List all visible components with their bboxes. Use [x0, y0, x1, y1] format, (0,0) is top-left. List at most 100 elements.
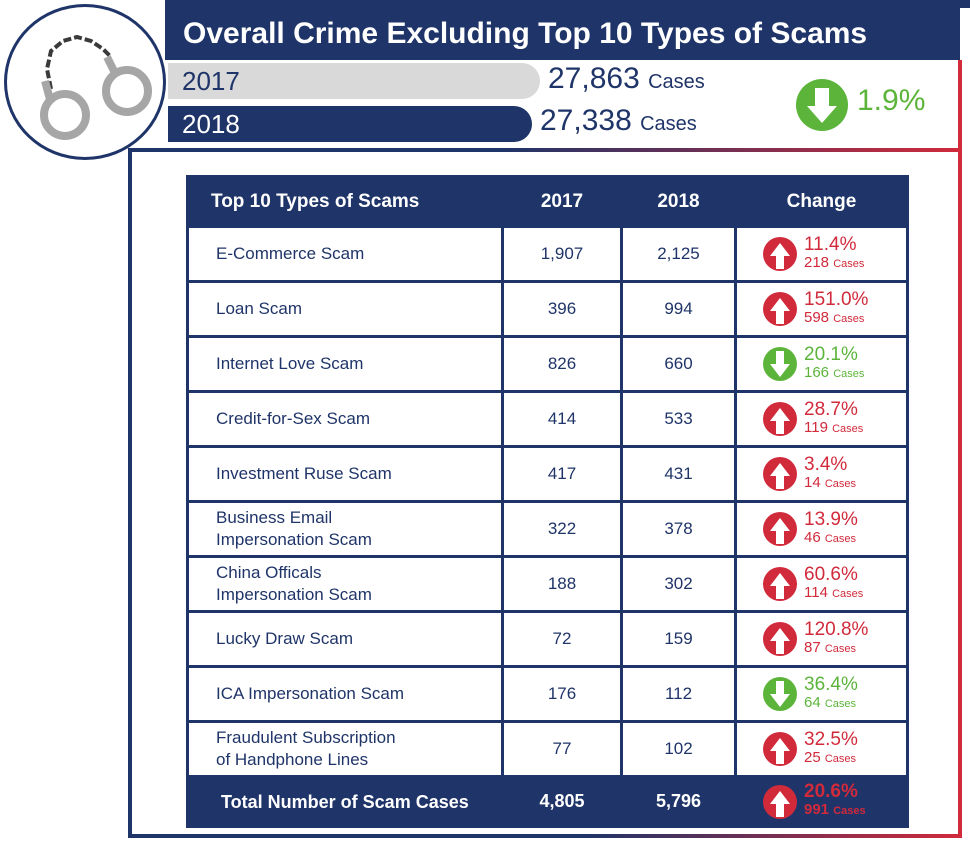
change-pct: 120.8% [804, 618, 869, 640]
change-cell: 28.7% 119 Cases [737, 393, 906, 445]
change-indicator: 20.6% 991 Cases [738, 781, 905, 820]
scam-type-line1: ICA Impersonation Scam [216, 684, 405, 703]
table-row: ICA Impersonation Scam 176 112 36.4% 64 Case… [189, 668, 906, 720]
change-cell: 20.1% 166 Cases [737, 338, 906, 390]
change-cases: 87 [804, 638, 821, 656]
table-row: E-Commerce Scam 1,907 2,125 11.4% 218 Cases [189, 228, 906, 280]
cases-2018: 27,338 Cases [540, 104, 697, 138]
handcuffs-icon [40, 34, 152, 140]
cases-2017-cell: 77 [504, 723, 620, 775]
arrow-up-circle-icon [763, 237, 797, 271]
cases-2018-cell: 533 [623, 393, 734, 445]
cases-2017-cell: 322 [504, 503, 620, 555]
change-cases-unit: Cases [824, 642, 857, 655]
page-title: Overall Crime Excluding Top 10 Types of … [165, 8, 960, 60]
scam-type-line1: China Officals [216, 563, 322, 582]
arrow-up-circle-icon [763, 512, 797, 546]
change-cases: 46 [804, 528, 821, 546]
cases-2017: 27,863 Cases [548, 62, 705, 96]
total-2017: 4,805 [504, 778, 620, 825]
change-indicator: 36.4% 64 Cases [738, 673, 905, 713]
year-2018-bar: 2018 [168, 106, 532, 142]
frame-bottom-border [128, 834, 962, 838]
cases-2017-cell: 1,907 [504, 228, 620, 280]
change-cases-unit: Cases [833, 805, 866, 817]
change-pct: 11.4% [804, 233, 857, 255]
change-indicator: 3.4% 14 Cases [738, 455, 905, 493]
cases-2017-value: 27,863 [548, 62, 640, 95]
year-2017-bar: 2017 [168, 63, 540, 99]
frame-top-border [128, 148, 962, 152]
scam-type-cell: China Officals Impersonation Scam [189, 558, 501, 610]
change-pct: 36.4% [804, 673, 858, 695]
change-cases: 598 [804, 308, 830, 326]
arrow-up-circle-icon [763, 622, 797, 656]
change-cases-unit: Cases [824, 697, 857, 710]
scam-type-line2: Impersonation Scam [216, 585, 372, 604]
table-row: Fraudulent Subscription of Handphone Line… [189, 723, 906, 775]
cases-2018-cell: 302 [623, 558, 734, 610]
scam-type-line1: E-Commerce Scam [216, 244, 365, 263]
change-cases-unit: Cases [824, 532, 857, 545]
table-row: Credit-for-Sex Scam 414 533 28.7% 119 Cases [189, 393, 906, 445]
column-header-2017: 2017 [504, 178, 620, 225]
scam-type-cell: E-Commerce Scam [189, 228, 501, 280]
cases-2018-cell: 431 [623, 448, 734, 500]
scam-type-cell: Credit-for-Sex Scam [189, 393, 501, 445]
arrow-up-circle-icon [763, 567, 797, 601]
arrow-down-circle-icon [763, 347, 797, 381]
change-cell: 151.0% 598 Cases [737, 283, 906, 335]
table-row: Internet Love Scam 826 660 20.1% 166 Cases [189, 338, 906, 390]
overall-change: 1.9% [795, 78, 925, 137]
frame-right-border [958, 60, 962, 837]
change-pct: 13.9% [804, 508, 858, 530]
change-indicator: 60.6% 114 Cases [738, 563, 905, 603]
change-cases-unit: Cases [833, 312, 865, 325]
change-pct: 151.0% [804, 288, 869, 310]
arrow-up-circle-icon [763, 457, 797, 491]
change-cell: 13.9% 46 Cases [737, 503, 906, 555]
scam-type-cell: Investment Ruse Scam [189, 448, 501, 500]
total-change-cell: 20.6% 991 Cases [737, 778, 906, 825]
scam-type-line1: Lucky Draw Scam [216, 629, 353, 648]
scam-type-line1: Business Email [216, 508, 333, 527]
column-header-type: Top 10 Types of Scams [189, 178, 501, 225]
overall-change-pct: 1.9% [857, 84, 926, 117]
scam-type-line1: Loan Scam [216, 299, 302, 318]
header-top-border [165, 0, 970, 8]
column-header-2018: 2018 [623, 178, 734, 225]
cases-2018-cell: 159 [623, 613, 734, 665]
change-cell: 120.8% 87 Cases [737, 613, 906, 665]
change-cases: 25 [804, 748, 821, 766]
scam-type-line1: Credit-for-Sex Scam [216, 409, 370, 428]
cases-2018-unit: Cases [640, 113, 697, 135]
cases-2018-cell: 378 [623, 503, 734, 555]
change-cases-unit: Cases [832, 422, 864, 435]
arrow-down-circle-icon [796, 79, 848, 131]
cases-2017-cell: 176 [504, 668, 620, 720]
change-indicator: 28.7% 119 Cases [738, 400, 905, 438]
cases-2018-cell: 112 [623, 668, 734, 720]
scams-table: Top 10 Types of Scams 2017 2018 Change E… [186, 175, 909, 828]
arrow-up-circle-icon [763, 292, 797, 326]
scam-type-line1: Investment Ruse Scam [216, 464, 392, 483]
table-row: Lucky Draw Scam 72 159 120.8% 87 Cases [189, 613, 906, 665]
cases-2017-cell: 414 [504, 393, 620, 445]
table-row: Investment Ruse Scam 417 431 3.4% 14 Cases [189, 448, 906, 500]
total-label: Total Number of Scam Cases [189, 778, 501, 825]
change-pct: 60.6% [804, 563, 858, 585]
change-cell: 11.4% 218 Cases [737, 228, 906, 280]
cases-2017-unit: Cases [648, 71, 705, 93]
change-pct: 20.6% [804, 781, 858, 802]
change-indicator: 13.9% 46 Cases [738, 508, 905, 548]
cases-2017-cell: 396 [504, 283, 620, 335]
table-row: Loan Scam 396 994 151.0% 598 Cases [189, 283, 906, 335]
change-cases-unit: Cases [832, 587, 864, 600]
column-header-change: Change [737, 178, 906, 225]
change-indicator: 151.0% 598 Cases [738, 288, 905, 328]
scam-type-line1: Internet Love Scam [216, 354, 364, 373]
change-cases: 64 [804, 693, 821, 711]
arrow-up-circle-icon [763, 784, 797, 819]
change-indicator: 32.5% 25 Cases [738, 730, 905, 768]
change-cases-unit: Cases [833, 367, 865, 380]
